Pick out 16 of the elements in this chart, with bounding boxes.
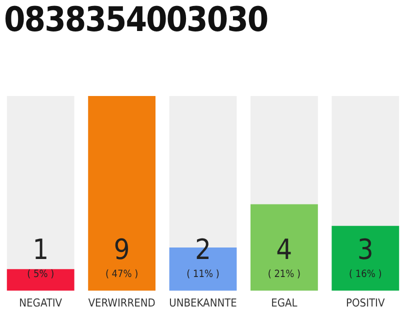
data-label: 9 (114, 232, 130, 266)
data-label: 3 (357, 232, 374, 266)
annotation: ( 11% ) (186, 268, 220, 280)
x-tick-label: EGAL (271, 296, 298, 310)
x-tick-label: VERWIRREND (88, 296, 156, 310)
x-tick-label: POSITIV (346, 296, 385, 310)
bar (6, 269, 74, 291)
chart-title: 0838354003030 (4, 0, 268, 40)
annotation: ( 21% ) (268, 268, 301, 280)
x-tick-label: NEGATIV (19, 296, 62, 310)
annotation: ( 5% ) (27, 268, 54, 280)
data-label: 4 (276, 232, 292, 266)
annotation: ( 16% ) (349, 268, 382, 280)
data-label: 1 (32, 232, 49, 266)
annotation: ( 47% ) (105, 268, 138, 280)
x-tick-label: UNBEKANNTE (169, 296, 237, 310)
